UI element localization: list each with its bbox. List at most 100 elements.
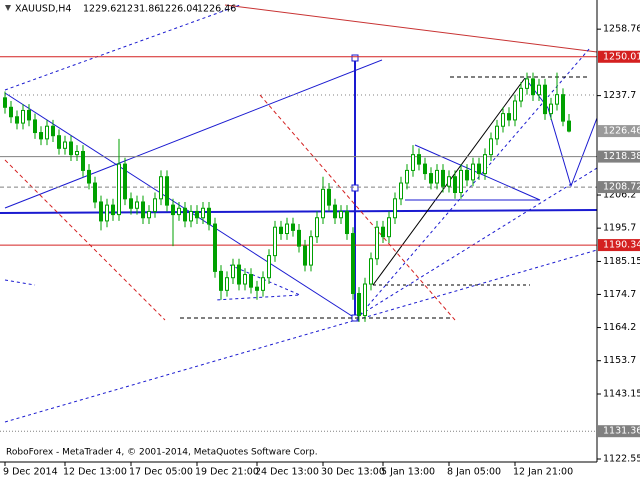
candle-body xyxy=(393,198,397,219)
candle-body xyxy=(549,103,553,115)
y-tick-label: 1195.7 xyxy=(603,223,636,234)
candle-body xyxy=(495,125,499,140)
candle-body xyxy=(543,84,547,115)
trend-line xyxy=(4,92,356,319)
candle-body xyxy=(555,94,559,105)
candle-body xyxy=(21,109,25,124)
x-tick-label: 8 Jan 05:00 xyxy=(447,467,501,478)
candle-body xyxy=(333,204,337,219)
anchor xyxy=(351,54,359,62)
candle-body xyxy=(279,226,283,235)
triangle xyxy=(405,144,541,201)
high-value: 1231.86 xyxy=(121,4,160,15)
candle-body xyxy=(489,138,493,156)
candle-body xyxy=(129,198,133,209)
candle-body xyxy=(177,207,181,216)
candle-body xyxy=(45,125,49,140)
candle-body xyxy=(39,132,43,140)
candle-body xyxy=(345,210,349,235)
symbol: XAUUSD,H4 xyxy=(15,4,71,15)
candle-body xyxy=(225,277,229,291)
candle-body xyxy=(453,176,457,194)
candle-body xyxy=(171,204,175,216)
level-label-box xyxy=(598,181,640,194)
candle-body xyxy=(135,201,139,209)
candle-body xyxy=(417,154,421,165)
candle-body xyxy=(351,233,355,294)
candle-body xyxy=(525,78,529,89)
level-label: 1208.72 xyxy=(603,182,640,193)
level-label: 1131.36 xyxy=(603,426,640,437)
anchor xyxy=(351,184,359,192)
candle-body xyxy=(303,245,307,266)
level-label-box xyxy=(598,50,640,63)
footer: RoboForex - MetaTrader 4, © 2001-2014, M… xyxy=(6,448,318,458)
candle-body xyxy=(189,210,193,222)
x-tick-label: 19 Dec 21:00 xyxy=(195,467,259,478)
candle-body xyxy=(27,109,31,121)
candle-body xyxy=(105,204,109,222)
candle-body xyxy=(387,217,391,238)
level-label-box xyxy=(598,239,640,252)
trend-line xyxy=(224,4,598,53)
candle-body xyxy=(369,258,373,285)
y-tick-label: 1143.15 xyxy=(603,388,640,399)
candle-body xyxy=(9,106,13,118)
candle-body xyxy=(267,255,271,279)
channel-line xyxy=(359,47,591,316)
candle-body xyxy=(243,274,247,285)
x-tick-label: 12 Dec 13:00 xyxy=(63,467,127,478)
candle-body xyxy=(285,223,289,235)
x-tick-label: 24 Dec 13:00 xyxy=(255,467,319,478)
candle-body xyxy=(165,176,169,206)
candle-body xyxy=(501,113,505,127)
channel-line xyxy=(359,167,598,316)
candle-body xyxy=(519,87,523,102)
y-tick-label: 1174.7 xyxy=(603,289,636,300)
candle-body xyxy=(237,264,241,285)
x-tick-label: 9 Dec 2014 xyxy=(3,467,58,478)
candle-body xyxy=(3,97,7,108)
candle-body xyxy=(183,207,187,222)
candle-body xyxy=(483,154,487,175)
plot xyxy=(0,56,597,432)
candle-body xyxy=(219,270,223,291)
candle-body xyxy=(531,78,535,96)
x-tick-label: 5 Jan 13:00 xyxy=(381,467,435,478)
candle-body xyxy=(99,201,103,222)
candle-body xyxy=(57,135,61,149)
candle-body xyxy=(93,182,97,203)
channel-line xyxy=(4,249,598,423)
level-label-box xyxy=(598,125,640,138)
candle-body xyxy=(375,226,379,260)
candle-body xyxy=(153,198,157,212)
level-label-box xyxy=(598,150,640,163)
candle-body xyxy=(231,264,235,279)
level-label: 1190.34 xyxy=(603,240,640,251)
candle-body xyxy=(537,84,541,96)
candle-body xyxy=(147,210,151,219)
level-label: 1226.46 xyxy=(603,126,640,137)
channel-line xyxy=(4,279,36,286)
candle-body xyxy=(567,120,571,132)
x-tick-label: 12 Jan 21:00 xyxy=(513,467,573,478)
candle-body xyxy=(357,292,361,317)
candle-body xyxy=(255,286,259,291)
level-label: 1250.01 xyxy=(603,51,640,62)
candle-body xyxy=(249,274,253,288)
candle-body xyxy=(63,141,67,149)
open-value: 1229.62 xyxy=(83,4,122,15)
y-tick-label: 1258.76 xyxy=(603,24,640,35)
triangle xyxy=(214,264,301,301)
candle-body xyxy=(213,223,217,272)
candle-body xyxy=(195,210,199,219)
candle-body xyxy=(291,223,295,231)
y-tick-label: 1206.2 xyxy=(603,190,636,201)
candle-body xyxy=(69,141,73,156)
candle-body xyxy=(423,163,427,175)
candle-body xyxy=(111,204,115,216)
candle-body xyxy=(87,169,91,184)
candle-body xyxy=(159,176,163,200)
candle-body xyxy=(315,217,319,238)
